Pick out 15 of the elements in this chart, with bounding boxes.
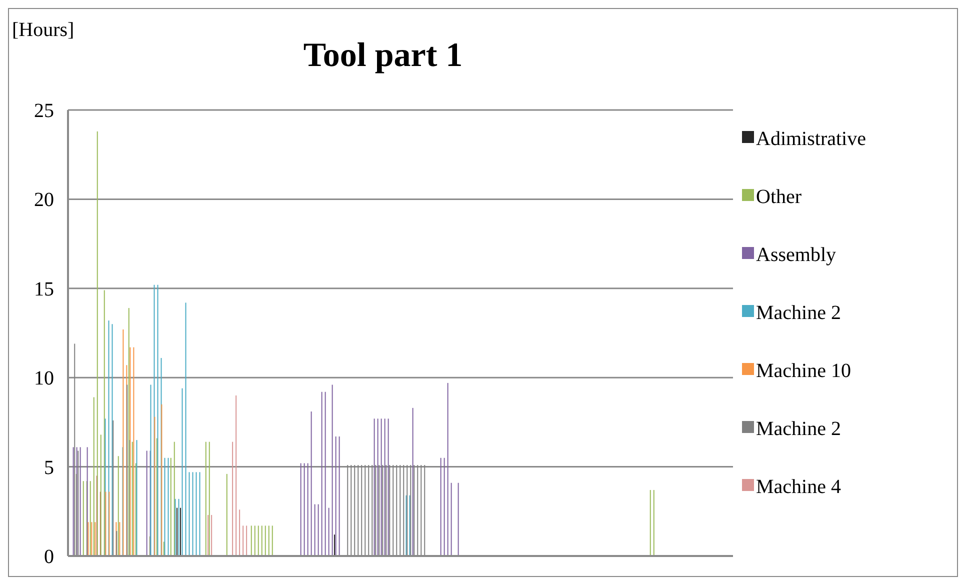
legend-label: Machine 2 <box>756 302 841 324</box>
legend-label: Assembly <box>756 244 836 266</box>
y-tick-label: 20 <box>34 189 54 212</box>
y-tick-label: 0 <box>44 546 54 568</box>
legend-label: Machine 10 <box>756 360 851 382</box>
legend-label: Machine 2 <box>756 418 841 440</box>
y-tick-label: 5 <box>44 456 54 479</box>
y-tick-label: 10 <box>34 368 54 390</box>
y-tick-label: 25 <box>34 100 54 122</box>
y-tick-label: 15 <box>34 278 54 300</box>
chart-title: Tool part 1 <box>303 37 463 74</box>
y-axis-title: [Hours] <box>12 19 74 41</box>
legend-label: Machine 4 <box>756 476 841 498</box>
legend-label: Adimistrative <box>756 128 866 150</box>
legend-label: Other <box>756 186 802 208</box>
